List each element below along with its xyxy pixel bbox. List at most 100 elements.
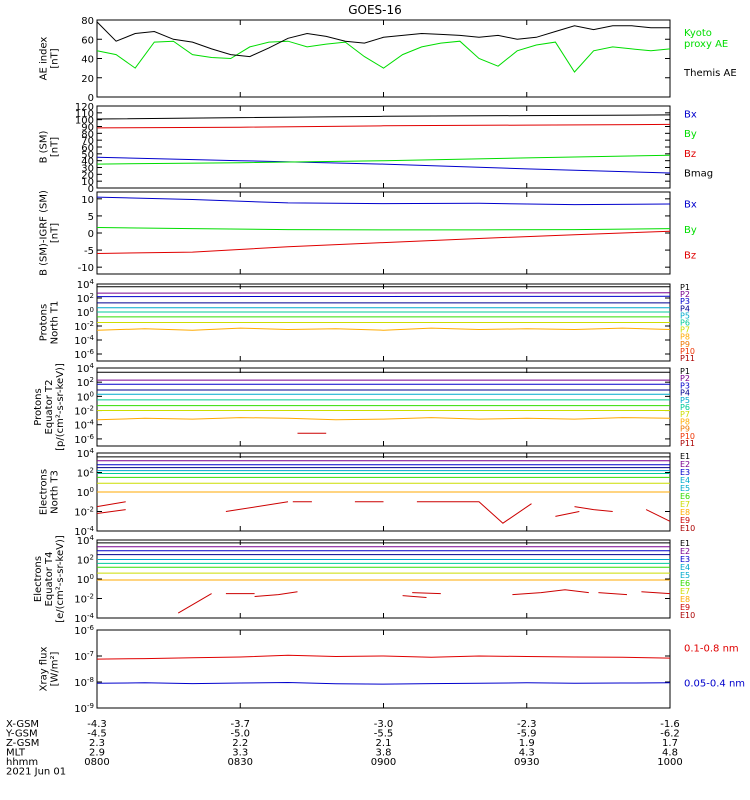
y-axis-label: North T3 [50, 470, 61, 514]
x-tick-label: -4.5 [87, 729, 107, 740]
legend-entry: Kyoto [684, 28, 712, 39]
y-tick-label: 30 [81, 164, 94, 175]
y-tick-label: 5 [88, 212, 94, 223]
series-e10i [645, 509, 671, 522]
y-axis-label: Xray flux [39, 647, 50, 692]
x-tick-label: -3.0 [374, 719, 394, 730]
legend-entry: E8 [680, 508, 690, 517]
legend-entry: E2 [680, 547, 690, 556]
x-tick-label: 0830 [228, 757, 253, 768]
series-kyoto-proxy-ae [96, 40, 671, 73]
y-tick-label: 10-9 [74, 702, 94, 715]
y-tick-label: 10-2 [74, 405, 94, 418]
x-tick-label: 2.2 [232, 738, 248, 749]
legend-entry: E5 [680, 484, 690, 493]
legend-entry: P4 [680, 389, 690, 398]
x-row-label: MLT [6, 748, 26, 759]
legend-entry: E9 [680, 516, 690, 525]
y-tick-label: 90 [81, 123, 94, 134]
x-tick-label: 0930 [514, 757, 539, 768]
y-axis-label: AE index [39, 37, 50, 81]
y-tick-label: 40 [81, 157, 94, 168]
legend-entry: P10 [680, 347, 695, 356]
y-tick-label: 100 [77, 486, 94, 499]
legend-entry: P3 [680, 297, 690, 306]
y-tick-label: 10-4 [74, 419, 94, 432]
legend-entry: E1 [680, 452, 690, 461]
legend-entry: P11 [680, 439, 695, 448]
legend-entry: P6 [680, 319, 690, 328]
series-e10c [254, 591, 298, 597]
y-axis-label: [p/(cm²-s-sr-keV)] [55, 363, 66, 451]
y-tick-label: 10 [81, 195, 94, 206]
x-axis-labels: X-GSM -4.3 -3.7 -3.0 -2.3 -1.6 Y-GSM -4.5 -5.0 -5… [5, 719, 683, 778]
legend-entry: P2 [680, 290, 690, 299]
y-axis-label: [nT] [50, 137, 61, 157]
series-e10g [555, 511, 580, 517]
x-tick-label: 0900 [371, 757, 396, 768]
y-tick-label: 10-2 [74, 506, 94, 519]
x-tick-label: -5.9 [517, 729, 537, 740]
y-tick-label: 100 [77, 390, 94, 403]
y-axis-label: Equator T4 [44, 552, 55, 607]
series-by [96, 154, 671, 165]
series-e10 [177, 593, 212, 614]
legend-entry: E5 [680, 571, 690, 580]
legend-entry: P5 [680, 311, 690, 320]
y-tick-label: 10-2 [74, 320, 94, 333]
series-e10e [412, 592, 441, 595]
series-e10c [225, 501, 289, 512]
legend-entry: E8 [680, 595, 690, 604]
date-label: 2021 Jun 01 [6, 767, 66, 778]
series-e10h [641, 591, 671, 595]
legend-entry: P8 [680, 417, 690, 426]
y-tick-label: 10-6 [74, 433, 94, 446]
y-tick-label: 10-8 [74, 676, 94, 689]
legend: 0.1-0.8 nm 0.05-0.4 nm [684, 643, 745, 689]
series-0-05-0-4-nm [96, 681, 671, 685]
legend-entry: Bz [684, 251, 696, 262]
legend-entry: P11 [680, 354, 695, 363]
y-tick-label: 102 [77, 467, 94, 480]
y-tick-label: 10-2 [74, 593, 94, 606]
y-axis-label: Protons [33, 388, 44, 425]
y-tick-label: 102 [77, 554, 94, 567]
y-axis-label: [nT] [50, 223, 61, 243]
y-axis-label: B (SM) [39, 130, 50, 163]
legend-entry: P7 [680, 326, 690, 335]
legend-entry: proxy AE [684, 39, 728, 50]
x-tick-label: 2.9 [89, 748, 105, 759]
legend-entry: Bx [684, 199, 697, 210]
legend-entry: E6 [680, 492, 690, 501]
legend-entry: Themis AE [683, 68, 737, 79]
series-e10g [598, 592, 628, 596]
y-axis-label: B (SM)-IGRF (SM) [39, 190, 50, 276]
y-tick-label: 10-6 [74, 348, 94, 361]
legend-entry: E7 [680, 587, 690, 596]
legend-entry: E10 [680, 611, 695, 620]
y-tick-label: 10-4 [74, 334, 94, 347]
x-row-label: Z-GSM [6, 738, 39, 749]
y-axis-label: Electrons [33, 556, 44, 602]
x-tick-label: 4.8 [662, 748, 678, 759]
y-tick-label: 80 [81, 129, 94, 140]
series-e10f [416, 501, 532, 524]
legend-entry: P4 [680, 304, 690, 313]
series-e10d [402, 595, 427, 598]
y-tick-label: 50 [81, 150, 94, 161]
x-tick-label: -5.5 [374, 729, 394, 740]
legend-entry: E2 [680, 460, 690, 469]
y-tick-label: 102 [77, 292, 94, 305]
panel-frame [96, 539, 671, 619]
legend-entry: E4 [680, 563, 690, 572]
y-tick-label: 120 [75, 102, 94, 113]
y-tick-label: 104 [77, 534, 95, 547]
panel-frame [96, 629, 671, 709]
